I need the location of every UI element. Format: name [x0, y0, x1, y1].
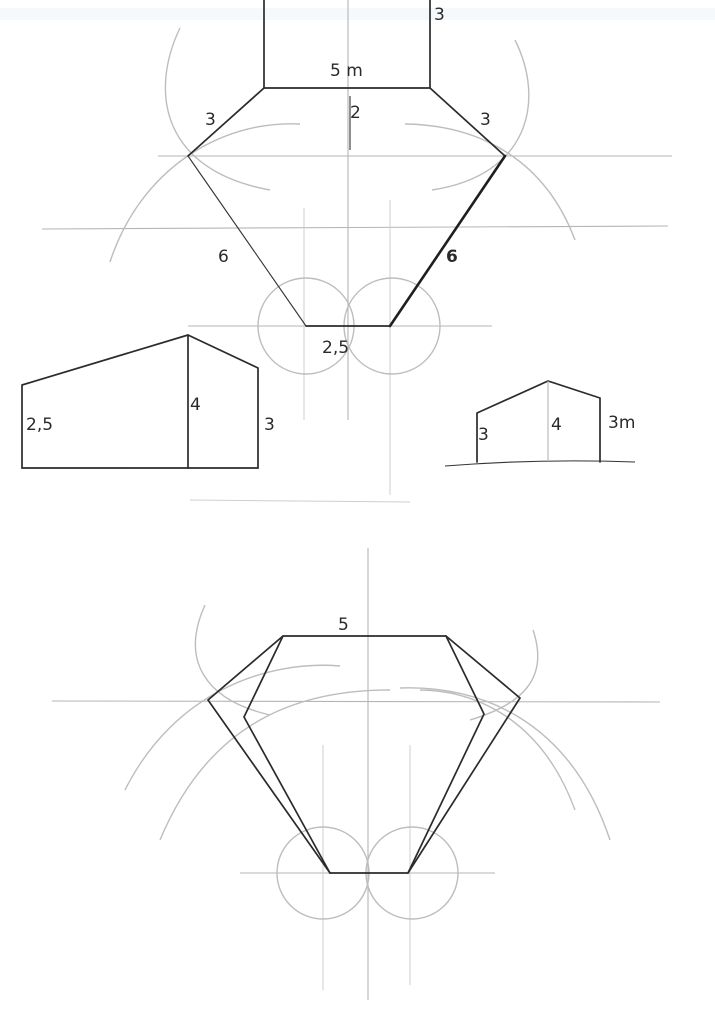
bottom-arc-right-mid — [399, 687, 611, 841]
right-elevation-drawing: 3 4 3m — [444, 380, 636, 467]
label-top-edge: 5 m — [330, 61, 363, 81]
edge-right-lower — [388, 154, 507, 328]
edge-left-upper — [187, 87, 265, 157]
right-elevation-ground — [444, 460, 636, 467]
arc-left-outer — [164, 27, 271, 191]
top-rectangle — [263, 0, 431, 89]
bottom-label-top-edge: 5 — [338, 615, 349, 635]
bottom-arc-left-mid — [124, 664, 341, 791]
guide-line-horizontal-2 — [41, 225, 669, 230]
left-elevation-label-left: 2,5 — [26, 415, 53, 435]
label-right-lower: 6 — [446, 247, 458, 267]
bottom-guide-horizontal — [51, 700, 661, 703]
left-elevation-outline — [21, 334, 259, 469]
label-right-upper: 3 — [480, 110, 491, 130]
arc-right-inner — [404, 123, 576, 241]
bottom-outer-polygon — [207, 635, 521, 874]
edge-right-upper — [429, 87, 506, 157]
right-elevation-label-middle: 4 — [551, 415, 562, 435]
bottom-arc-right-inner — [419, 689, 576, 811]
bottom-arc-left-inner — [159, 689, 391, 841]
left-elevation-drawing: 2,5 4 3 — [21, 334, 275, 469]
bottom-plan-drawing: 5 — [51, 548, 661, 1000]
right-elevation-label-right: 3m — [608, 413, 635, 433]
left-elevation-label-middle: 4 — [190, 395, 201, 415]
bottom-inner-left — [243, 635, 331, 874]
right-elevation-outline — [476, 380, 601, 463]
top-plan-drawing: 3 5 m 2 3 3 6 6 2,5 — [41, 0, 672, 495]
label-left-upper: 3 — [205, 110, 216, 130]
bottom-inner-right — [407, 635, 485, 874]
label-left-lower: 6 — [218, 247, 229, 267]
scan-band — [0, 8, 715, 20]
left-elevation-label-right: 3 — [264, 415, 275, 435]
smudge-line — [189, 499, 411, 503]
bottom-arc-right-outer — [469, 629, 539, 721]
arc-right-outer — [431, 39, 530, 191]
label-base: 2,5 — [322, 338, 349, 358]
edge-left-lower — [187, 155, 307, 327]
label-center: 2 — [350, 103, 361, 123]
label-top-right: 3 — [434, 5, 445, 25]
right-elevation-label-left: 3 — [478, 425, 489, 445]
arc-left-inner — [109, 123, 301, 263]
